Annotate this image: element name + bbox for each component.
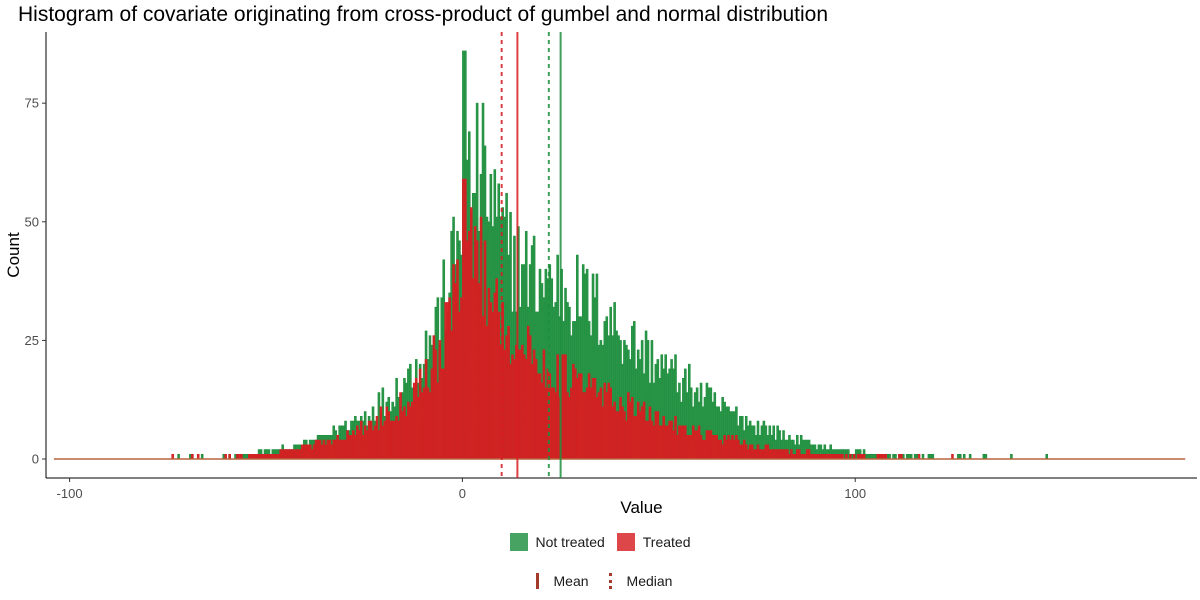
x-axis-title: Value [620,498,662,517]
y-axis-title: Count [4,232,23,278]
legend-item: Median [601,572,673,590]
y-tick-label: 25 [25,333,39,348]
legend-line-key [528,572,546,590]
y-tick-label: 50 [25,214,39,229]
histogram-series-treated [171,178,954,460]
legend-label: Mean [553,573,589,589]
y-tick-label: 0 [32,452,39,467]
legend-label: Treated [642,534,691,550]
legend-fill-key [509,533,528,551]
y-tick-label: 75 [25,96,39,111]
legend-label: Not treated [535,534,605,550]
legend-item: Treated [616,533,691,551]
legend-item: Mean [528,572,589,590]
x-tick-label: 100 [844,486,866,501]
legend-item: Not treated [509,533,605,551]
legend-label: Median [626,573,673,589]
x-tick-label: -100 [57,486,83,501]
fill-legend: Not treated Treated [0,531,1200,553]
histogram-series-not-treated [177,50,1049,460]
legend-line-stroke [608,573,612,589]
legend-line-key [601,572,619,590]
legend-line-stroke [535,573,539,589]
x-tick-label: 0 [459,486,466,501]
line-legend: Mean Median [0,570,1200,592]
chart-title: Histogram of covariate originating from … [18,3,829,26]
legend-fill-key [616,533,635,551]
